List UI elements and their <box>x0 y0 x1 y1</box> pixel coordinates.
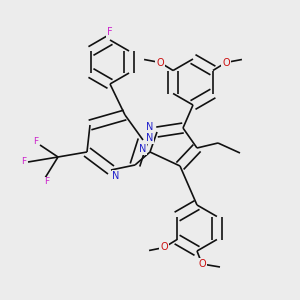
Text: O: O <box>160 242 168 253</box>
Text: F: F <box>33 136 39 146</box>
Text: N: N <box>146 122 154 132</box>
Text: N: N <box>146 133 154 143</box>
Text: O: O <box>222 58 230 68</box>
Text: F: F <box>107 27 113 37</box>
Text: N: N <box>139 144 147 154</box>
Text: N: N <box>112 171 120 181</box>
Text: F: F <box>21 158 27 166</box>
Text: O: O <box>156 58 164 68</box>
Text: O: O <box>198 259 206 269</box>
Text: F: F <box>44 178 50 187</box>
